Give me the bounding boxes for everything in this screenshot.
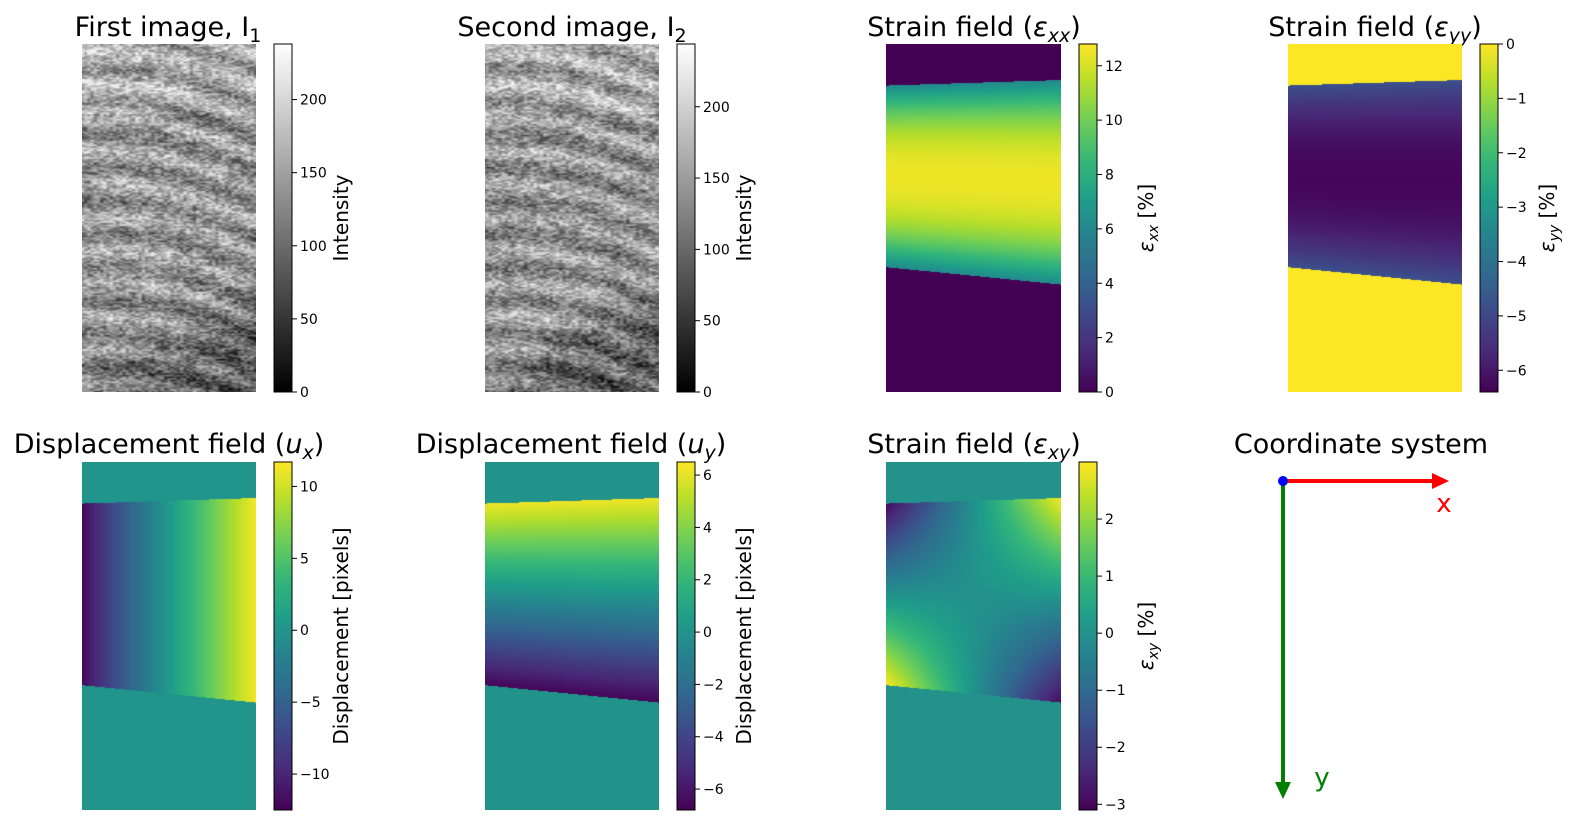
colorbar xyxy=(676,461,696,811)
heatmap-img1 xyxy=(82,44,256,392)
heatmap-ux xyxy=(82,462,256,810)
colorbar-tick-label: 200 xyxy=(300,93,327,109)
colorbar-tick-label: −1 xyxy=(1506,91,1527,107)
colorbar-tick-label: 100 xyxy=(300,239,327,255)
colorbar-tick-label: −4 xyxy=(1506,255,1527,271)
heatmap-uy xyxy=(485,462,659,810)
colorbar-tick-label: −6 xyxy=(703,782,724,798)
colorbar-tick-label: 10 xyxy=(1105,113,1123,129)
origin-point xyxy=(1278,476,1288,486)
chart-title: Coordinate system xyxy=(1234,429,1488,460)
colorbar-tick-label: 150 xyxy=(300,166,327,182)
chart-title: Displacement field (ux) xyxy=(14,429,325,464)
colorbar-label: Intensity xyxy=(732,174,756,261)
colorbar-tick-label: 2 xyxy=(1105,512,1114,528)
colorbar-label: Intensity xyxy=(329,174,353,261)
x-arrowhead xyxy=(1432,473,1449,489)
y-axis-label: y xyxy=(1314,763,1329,793)
chart-title: Strain field (εyy) xyxy=(1268,12,1482,47)
y-arrowhead xyxy=(1275,782,1291,799)
colorbar-tick-label: −5 xyxy=(300,695,321,711)
colorbar-tick-label: −5 xyxy=(1506,309,1527,325)
heatmap-eyy xyxy=(1288,44,1462,392)
colorbar-tick-label: 0 xyxy=(300,385,309,401)
colorbar-tick-label: −2 xyxy=(1506,146,1527,162)
colorbar-tick-label: 4 xyxy=(703,520,712,536)
colorbar-tick-label: 200 xyxy=(703,100,730,116)
colorbar-tick-label: 5 xyxy=(300,551,309,567)
colorbar-tick-label: 2 xyxy=(703,573,712,589)
x-axis-label: x xyxy=(1436,489,1451,519)
colorbar-tick-label: 1 xyxy=(1105,569,1114,585)
colorbar-tick-label: −2 xyxy=(1105,740,1126,756)
colorbar-tick-label: 50 xyxy=(300,312,318,328)
colorbar xyxy=(1078,43,1098,393)
colorbar-tick-label: 2 xyxy=(1105,331,1114,347)
colorbar-label: εxy [%] xyxy=(1134,602,1162,670)
chart-title: Strain field (εxy) xyxy=(867,429,1081,464)
colorbar xyxy=(273,43,293,393)
chart-title: First image, I1 xyxy=(75,12,262,47)
colorbar-tick-label: 12 xyxy=(1105,59,1123,75)
colorbar-tick-label: 150 xyxy=(703,171,730,187)
heatmap-img2 xyxy=(485,44,659,392)
colorbar-tick-label: −1 xyxy=(1105,683,1126,699)
colorbar-tick-label: −3 xyxy=(1105,797,1126,813)
colorbar-label: εxx [%] xyxy=(1134,184,1162,252)
heatmap-exx xyxy=(886,44,1061,392)
colorbar-tick-label: 10 xyxy=(300,479,318,495)
chart-title: Displacement field (uy) xyxy=(416,429,727,464)
colorbar-tick-label: 0 xyxy=(300,623,309,639)
colorbar-tick-label: −4 xyxy=(703,730,724,746)
colorbar-tick-label: 4 xyxy=(1105,276,1114,292)
colorbar-label: Displacement [pixels] xyxy=(329,527,353,744)
colorbar-tick-label: 0 xyxy=(703,385,712,401)
colorbar-tick-label: −6 xyxy=(1506,363,1527,379)
chart-title: Second image, I2 xyxy=(457,12,686,47)
colorbar-tick-label: 0 xyxy=(1105,385,1114,401)
colorbar xyxy=(273,461,293,811)
colorbar-tick-label: 6 xyxy=(1105,222,1114,238)
colorbar-tick-label: −10 xyxy=(300,767,330,783)
colorbar-tick-label: 50 xyxy=(703,314,721,330)
colorbar xyxy=(676,43,696,393)
colorbar-tick-label: 0 xyxy=(1105,626,1114,642)
colorbar-tick-label: 8 xyxy=(1105,168,1114,184)
colorbar-tick-label: 6 xyxy=(703,468,712,484)
colorbar-tick-label: 0 xyxy=(703,625,712,641)
colorbar xyxy=(1078,461,1098,811)
chart-title: Strain field (εxx) xyxy=(867,12,1081,47)
colorbar-label: εyy [%] xyxy=(1535,184,1563,252)
colorbar-tick-label: 100 xyxy=(703,242,730,258)
colorbar xyxy=(1479,43,1499,393)
colorbar-tick-label: −3 xyxy=(1506,200,1527,216)
colorbar-tick-label: −2 xyxy=(703,677,724,693)
colorbar-label: Displacement [pixels] xyxy=(732,527,756,744)
heatmap-exy xyxy=(886,462,1061,810)
colorbar-tick-label: 0 xyxy=(1506,37,1515,53)
